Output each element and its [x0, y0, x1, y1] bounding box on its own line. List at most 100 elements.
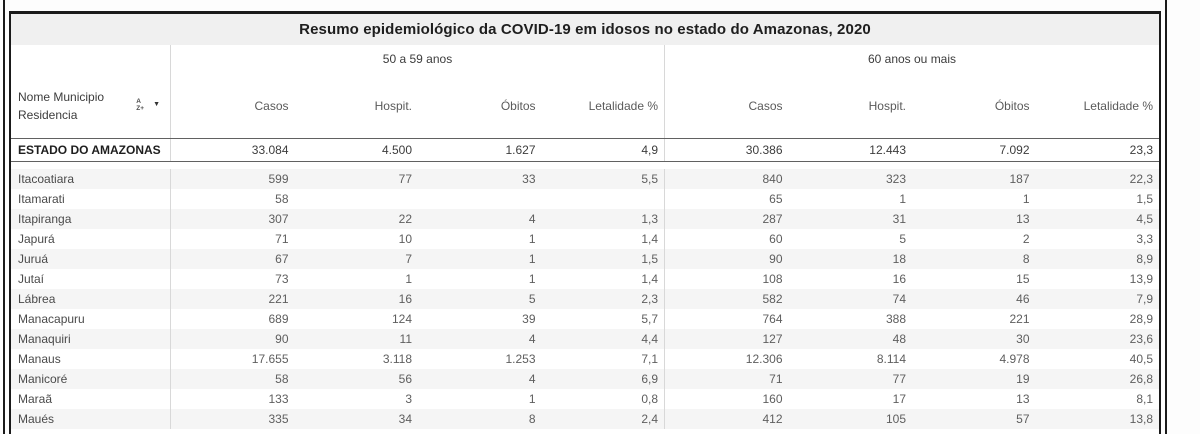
sort-az-icon[interactable]: A Z+: [136, 98, 145, 112]
cell-value: 5: [528, 292, 536, 306]
cell-value: 71: [275, 232, 289, 246]
cell-value: 124: [391, 312, 412, 326]
cell-value: 1: [528, 392, 536, 406]
cell-value: 39: [522, 312, 536, 326]
cell-value: 7: [405, 252, 412, 266]
table-row: Manicoré 58 56 4 6,9 71 77 19 26,8: [11, 369, 1159, 389]
cell-value: [295, 189, 419, 209]
municipality-name: Manacapuru: [11, 309, 171, 329]
cell-value: 58: [275, 192, 289, 206]
table-title: Resumo epidemiológico da COVID-19 em ido…: [11, 14, 1159, 45]
cell-value: 58: [275, 372, 289, 386]
cell-value: 1: [899, 192, 906, 206]
cell-value: 5,5: [542, 169, 665, 189]
total-value: 1.627: [505, 143, 536, 157]
cell-value: 19: [1016, 372, 1030, 386]
cell-value: 12.306: [745, 352, 783, 366]
cell-value: 90: [275, 332, 289, 346]
cell-value: 11: [399, 332, 412, 346]
cell-value: 30: [1016, 332, 1030, 346]
municipality-name: Maraã: [11, 389, 171, 409]
column-header-obitos-2[interactable]: Óbitos: [994, 98, 1030, 113]
cell-value: 65: [769, 192, 783, 206]
cell-value: 7,9: [1136, 292, 1153, 306]
cell-value: 599: [268, 172, 289, 186]
cell-value: 221: [268, 292, 289, 306]
total-value: 4,9: [542, 139, 665, 161]
cell-value: 15: [1016, 272, 1030, 286]
cell-value: 160: [762, 392, 783, 406]
column-header-casos-1[interactable]: Casos: [254, 98, 289, 113]
cell-value: 1: [528, 232, 536, 246]
cell-value: 287: [762, 212, 783, 226]
cell-value: 22: [398, 212, 412, 226]
cell-value: 4,4: [542, 329, 665, 349]
table-header: 50 a 59 anos 60 anos ou mais Nome Munici…: [11, 45, 1159, 138]
age-group-row: 50 a 59 anos 60 anos ou mais: [11, 45, 1159, 73]
table-row: Itacoatiara 599 77 33 5,5 840 323 187 22,3: [11, 169, 1159, 189]
municipality-column-header[interactable]: Nome Municipio Residencia A Z+ ▼: [11, 73, 171, 138]
column-header-obitos-1[interactable]: Óbitos: [500, 98, 536, 113]
cell-value: 3: [405, 392, 412, 406]
cell-value: 4: [528, 332, 536, 346]
section-gap: [11, 162, 1159, 169]
cell-value: 90: [769, 252, 783, 266]
column-header-letalidade-1[interactable]: Letalidade %: [542, 73, 665, 138]
municipality-name: Manicoré: [11, 369, 171, 389]
window-border-right: [1165, 0, 1167, 434]
cell-value: 764: [762, 312, 783, 326]
cell-value: 689: [268, 312, 289, 326]
total-value: 12.443: [869, 143, 906, 157]
cell-value: 4: [528, 372, 536, 386]
cell-value: 77: [892, 372, 906, 386]
cell-value: 67: [275, 252, 289, 266]
cell-value: 13: [1016, 392, 1030, 406]
cell-value: 840: [762, 172, 783, 186]
table-row: Manaus 17.655 3.118 1.253 7,1 12.306 8.114 4.97…: [11, 349, 1159, 369]
cell-value: 8,9: [1136, 252, 1153, 266]
cell-value: 71: [769, 372, 783, 386]
cell-value: 16: [892, 272, 906, 286]
cell-value: 10: [398, 232, 412, 246]
total-value: 30.386: [745, 143, 783, 157]
cell-value: 2,4: [542, 409, 665, 429]
column-header-casos-2[interactable]: Casos: [748, 98, 783, 113]
cell-value: 412: [762, 412, 783, 426]
total-value: 23,3: [1129, 143, 1153, 157]
cell-value: 3,3: [1136, 232, 1153, 246]
table-row: Lábrea 221 16 5 2,3 582 74 46 7,9: [11, 289, 1159, 309]
municipality-header-label: Nome Municipio Residencia: [18, 89, 105, 122]
municipality-name: Japurá: [11, 229, 171, 249]
cell-value: 388: [885, 312, 906, 326]
municipality-name: Itamarati: [11, 189, 171, 209]
cell-value: [418, 189, 542, 209]
cell-value: 4: [528, 212, 536, 226]
column-header-row: Nome Municipio Residencia A Z+ ▼ Casos H…: [11, 73, 1159, 138]
column-header-letalidade-2[interactable]: Letalidade %: [1083, 98, 1153, 113]
column-header-hospit-2[interactable]: Hospit.: [868, 98, 906, 113]
window-border-left: [3, 0, 5, 434]
municipality-name: Maués: [11, 409, 171, 429]
cell-value: 8: [1022, 252, 1030, 266]
cell-value: 5,7: [542, 309, 665, 329]
sort-caret-icon[interactable]: ▼: [153, 101, 160, 109]
cell-value: 26,8: [1129, 372, 1153, 386]
municipality-name: Jutaí: [11, 269, 171, 289]
cell-value: 13,8: [1129, 412, 1153, 426]
municipality-name: Lábrea: [11, 289, 171, 309]
cell-value: 1: [528, 252, 536, 266]
cell-value: 13: [1016, 212, 1030, 226]
table-row: Jutaí 73 1 1 1,4 108 16 15 13,9: [11, 269, 1159, 289]
cell-value: 2,3: [542, 289, 665, 309]
municipality-name: Juruá: [11, 249, 171, 269]
cell-value: 46: [1016, 292, 1030, 306]
cell-value: 582: [762, 292, 783, 306]
cell-value: 105: [885, 412, 906, 426]
cell-value: 2: [1022, 232, 1030, 246]
age-group-60-plus[interactable]: 60 anos ou mais: [867, 52, 957, 66]
cell-value: 0,8: [542, 389, 665, 409]
cell-value: 4.978: [999, 352, 1030, 366]
age-group-50-59[interactable]: 50 a 59 anos: [171, 45, 665, 73]
table-row: Maraã 133 3 1 0,8 160 17 13 8,1: [11, 389, 1159, 409]
column-header-hospit-1[interactable]: Hospit.: [374, 98, 412, 113]
